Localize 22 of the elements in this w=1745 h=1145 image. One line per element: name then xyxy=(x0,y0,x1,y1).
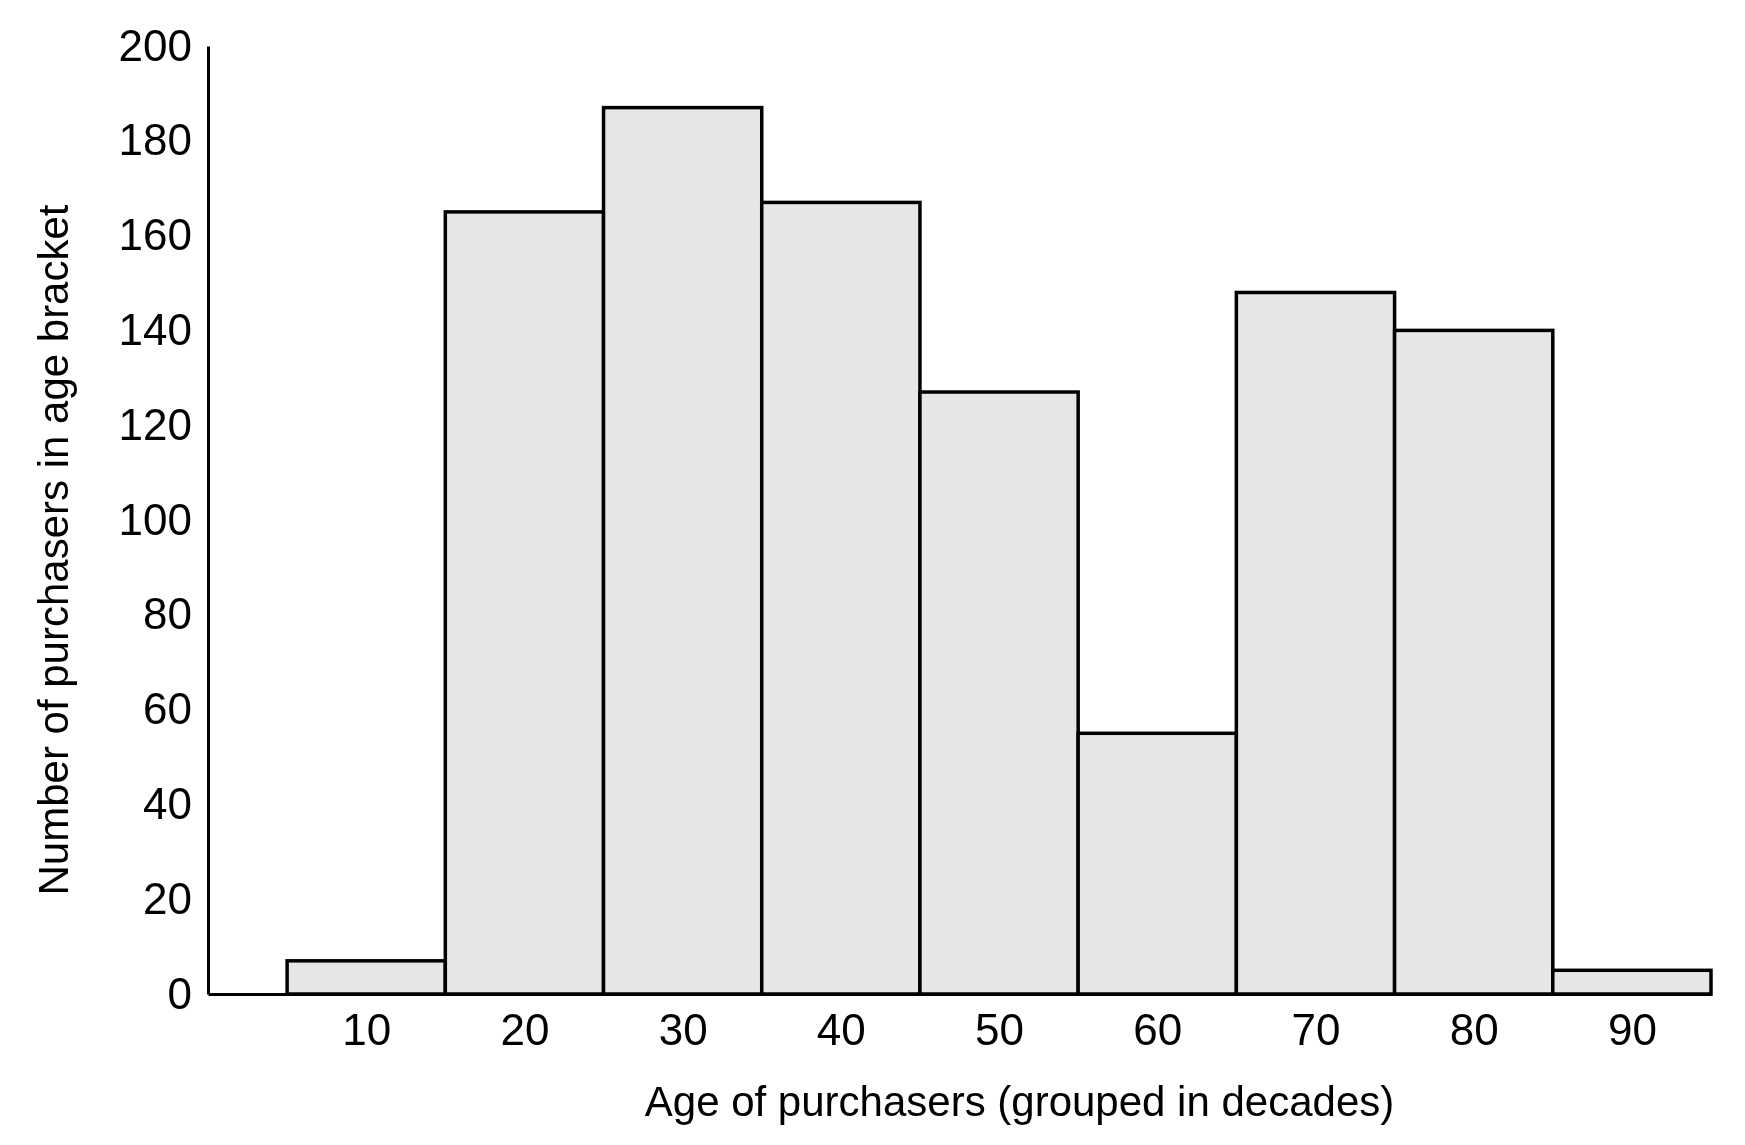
y-axis-title: Number of purchasers in age bracket xyxy=(30,204,77,896)
x-tick-label: 80 xyxy=(1449,1005,1499,1055)
y-tick-label: 40 xyxy=(143,778,192,828)
y-tick-label: 180 xyxy=(118,115,192,165)
y-tick-label: 120 xyxy=(118,399,192,449)
x-tick-label: 10 xyxy=(342,1005,392,1055)
x-tick-label: 30 xyxy=(658,1005,708,1055)
x-axis-title: Age of purchasers (grouped in decades) xyxy=(644,1078,1395,1125)
y-tick-label: 20 xyxy=(143,873,192,923)
x-tick-label: 20 xyxy=(500,1005,550,1055)
x-tick-label: 40 xyxy=(816,1005,866,1055)
y-tick-label: 200 xyxy=(118,20,192,70)
x-tick-label: 60 xyxy=(1133,1005,1183,1055)
y-tick-label: 160 xyxy=(118,210,192,260)
y-tick-label: 80 xyxy=(143,589,192,639)
x-tick-label: 70 xyxy=(1291,1005,1341,1055)
x-tick-label: 90 xyxy=(1607,1005,1657,1055)
y-tick-label: 140 xyxy=(118,304,192,354)
x-tick-label: 50 xyxy=(975,1005,1025,1055)
y-tick-label: 60 xyxy=(143,684,192,734)
y-tick-label: 0 xyxy=(167,968,192,1018)
y-tick-label: 100 xyxy=(118,494,192,544)
